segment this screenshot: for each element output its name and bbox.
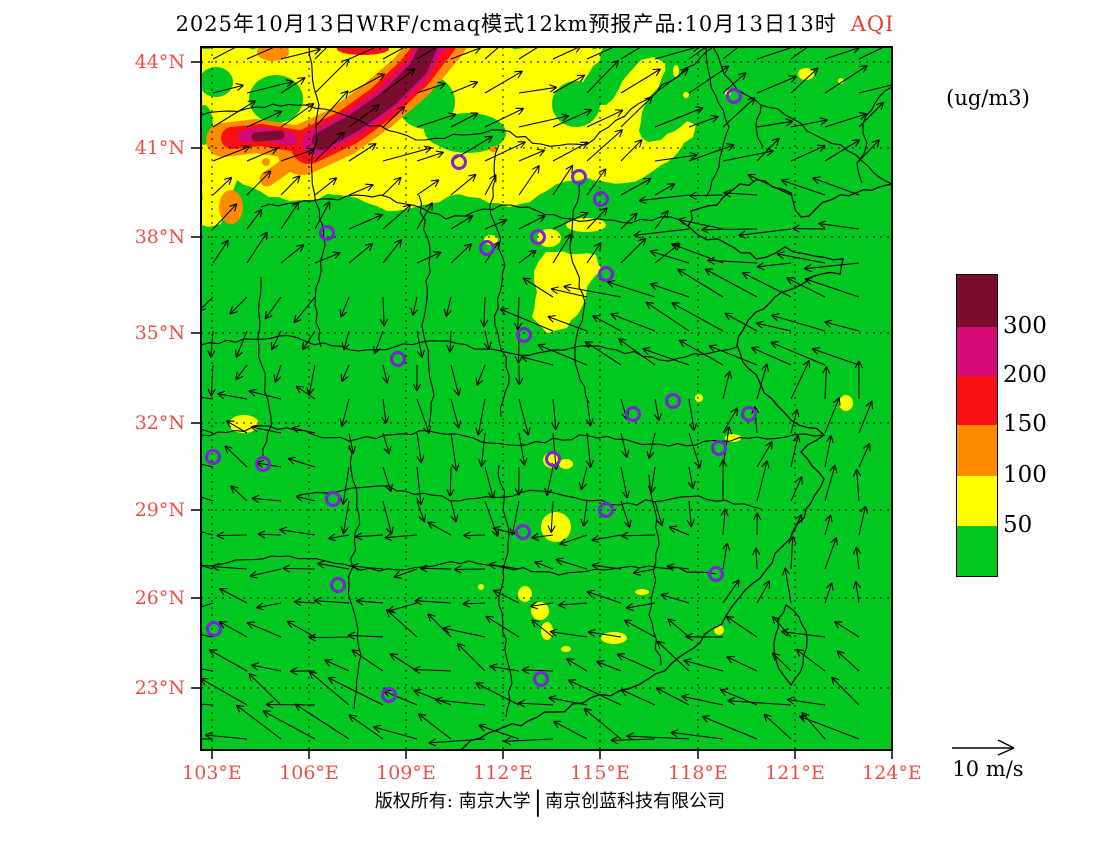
lon-tick-label: 106°E bbox=[279, 762, 339, 784]
copyright-owner: 版权所有: 南京大学 bbox=[374, 791, 531, 812]
lat-tick-label: 44°N bbox=[134, 51, 185, 73]
city-marker-icon bbox=[319, 225, 335, 241]
lon-tick-label: 121°E bbox=[765, 762, 825, 784]
lon-tick-label: 109°E bbox=[376, 762, 436, 784]
city-marker-icon bbox=[479, 240, 495, 256]
forecast-map bbox=[191, 46, 893, 759]
legend-tick-label: 150 bbox=[1003, 411, 1047, 437]
city-marker-icon bbox=[325, 491, 341, 507]
copyright-footer: 版权所有: 南京大学 | 南京创蓝科技有限公司 bbox=[0, 786, 1100, 818]
lat-tick-label: 29°N bbox=[134, 499, 185, 521]
city-marker-icon bbox=[545, 451, 561, 467]
city-marker-icon bbox=[533, 671, 549, 687]
city-marker-icon bbox=[205, 449, 221, 465]
city-marker-icon bbox=[598, 266, 614, 282]
wind-scale-arrow-icon bbox=[952, 739, 1015, 756]
city-marker-icon bbox=[711, 440, 727, 456]
city-marker-icon bbox=[515, 524, 531, 540]
footer-divider: | bbox=[534, 785, 542, 818]
city-marker-icon bbox=[665, 393, 681, 409]
city-marker-icon bbox=[381, 687, 397, 703]
legend-colorbar bbox=[956, 274, 998, 577]
city-marker-icon bbox=[255, 456, 271, 472]
lat-tick-label: 41°N bbox=[134, 137, 185, 159]
legend-seg-orange bbox=[957, 425, 997, 476]
city-marker-icon bbox=[598, 502, 614, 518]
lat-tick-label: 35°N bbox=[134, 322, 185, 344]
city-marker-icon bbox=[206, 621, 222, 637]
lon-tick-label: 124°E bbox=[862, 762, 922, 784]
legend-seg-red bbox=[957, 376, 997, 425]
copyright-company: 南京创蓝科技有限公司 bbox=[545, 791, 726, 812]
city-marker-icon bbox=[530, 229, 546, 245]
city-marker-icon bbox=[330, 577, 346, 593]
lat-tick-label: 23°N bbox=[134, 677, 185, 699]
legend-tick-label: 300 bbox=[1003, 313, 1047, 339]
city-marker-icon bbox=[390, 351, 406, 367]
legend-seg-green bbox=[957, 526, 997, 576]
city-marker-icon bbox=[708, 566, 724, 582]
legend-seg-yellow bbox=[957, 476, 997, 526]
lat-tick-label: 26°N bbox=[134, 587, 185, 609]
legend-seg-magenta bbox=[957, 327, 997, 376]
city-marker-icon bbox=[741, 406, 757, 422]
legend-tick-label: 200 bbox=[1003, 362, 1047, 388]
legend-tick-label: 50 bbox=[1003, 512, 1033, 538]
legend-seg-maroon bbox=[957, 275, 997, 327]
wind-scale-label: 10 m/s bbox=[952, 757, 1024, 781]
city-marker-icon bbox=[726, 88, 742, 104]
lon-tick-label: 115°E bbox=[570, 762, 630, 784]
city-marker-icon bbox=[625, 406, 641, 422]
lat-tick-label: 32°N bbox=[134, 412, 185, 434]
lon-tick-label: 112°E bbox=[473, 762, 533, 784]
city-marker-icon bbox=[451, 154, 467, 170]
city-marker-icon bbox=[516, 327, 532, 343]
lat-tick-label: 38°N bbox=[134, 226, 185, 248]
page-title-pollutant: AQI bbox=[850, 12, 895, 36]
unit-label: (ug/m3) bbox=[946, 86, 1030, 110]
legend-tick-label: 100 bbox=[1003, 462, 1047, 488]
city-marker-icon bbox=[593, 191, 609, 207]
page-title: 2025年10月13日WRF/cmaq模式12km预报产品:10月13日13时 A… bbox=[60, 8, 1010, 38]
page-title-text: 2025年10月13日WRF/cmaq模式12km预报产品:10月13日13时 bbox=[175, 12, 837, 36]
city-marker-icon bbox=[571, 169, 587, 185]
lon-tick-label: 103°E bbox=[182, 762, 242, 784]
lon-tick-label: 118°E bbox=[668, 762, 728, 784]
